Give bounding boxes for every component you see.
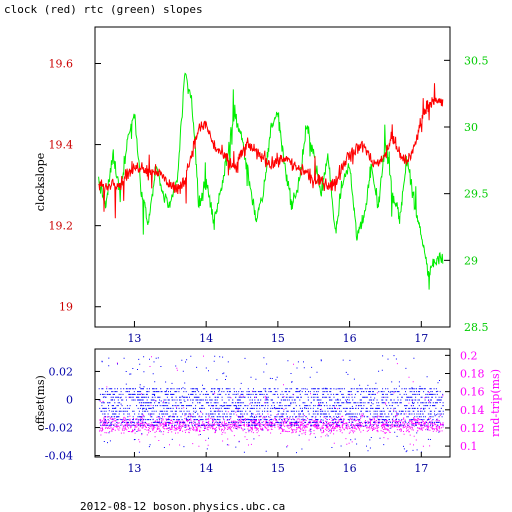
clock-tick-label: 19.6 xyxy=(49,57,74,70)
offset-tick-label: 0.02 xyxy=(49,365,74,378)
offset-xtick-label: 16 xyxy=(343,462,357,475)
offset-xtick-label: 15 xyxy=(271,462,285,475)
roundtrip-ylabel: rnd-trip(ms) xyxy=(489,369,502,437)
slopes-xtick-label: 15 xyxy=(271,332,285,345)
clock-slope-line xyxy=(98,83,444,219)
slopes-frame xyxy=(94,26,451,328)
rtc-tick-label: 30.5 xyxy=(464,54,489,67)
roundtrip-tick-label: 0.16 xyxy=(460,386,485,399)
slopes-xtick-label: 13 xyxy=(127,332,141,345)
offset-xtick-label: 17 xyxy=(414,462,428,475)
offset-xtick-label: 13 xyxy=(127,462,141,475)
roundtrip-tick-label: 0.18 xyxy=(460,368,485,381)
offset-series xyxy=(98,355,444,454)
slopes-ylabel: clockslope xyxy=(34,153,47,211)
offset-tick-label: -0.02 xyxy=(45,422,73,435)
offset-panel: 13 14 15 16 17 -0.04 -0.02 0 0.02 0.1 0.12 0.14 0.16… xyxy=(34,348,502,475)
clock-tick-label: 19.2 xyxy=(49,220,74,233)
slopes-axes: 13 14 15 16 17 19 19.2 19.4 19.6 28.5 29 29.5 30 30.5 xyxy=(49,54,489,345)
clock-tick-label: 19.4 xyxy=(49,139,74,152)
rtc-tick-label: 28.5 xyxy=(464,321,489,334)
roundtrip-tick-label: 0.2 xyxy=(460,349,478,362)
slopes-xtick-label: 17 xyxy=(414,332,428,345)
chart-title: clock (red) rtc (green) slopes xyxy=(4,3,203,16)
roundtrip-tick-label: 0.1 xyxy=(460,440,478,453)
offset-axes: 13 14 15 16 17 -0.04 -0.02 0 0.02 0.1 0.12 0.14 0.16… xyxy=(45,349,485,475)
slopes-panel: 13 14 15 16 17 19 19.2 19.4 19.6 28.5 29 29.5 30 30.5… xyxy=(34,26,489,345)
rtc-slope-line xyxy=(98,72,444,290)
slopes-xtick-label: 16 xyxy=(343,332,357,345)
roundtrip-points xyxy=(99,355,444,447)
offset-frame xyxy=(94,348,451,458)
slopes-xtick-label: 14 xyxy=(199,332,213,345)
offset-ylabel: offset(ms) xyxy=(34,375,47,431)
offset-xtick-label: 14 xyxy=(199,462,213,475)
roundtrip-tick-label: 0.12 xyxy=(460,422,485,435)
roundtrip-tick-label: 0.14 xyxy=(460,404,485,417)
rtc-tick-label: 29.5 xyxy=(464,188,489,201)
offset-tick-label: -0.04 xyxy=(45,450,73,463)
offset-tick-label: 0 xyxy=(66,393,73,406)
footer-host: 2012-08-12 boson.physics.ubc.ca xyxy=(80,500,285,512)
offset-points xyxy=(98,355,444,454)
slope-series xyxy=(98,72,444,290)
rtc-tick-label: 30 xyxy=(464,121,478,134)
rtc-tick-label: 29 xyxy=(464,254,478,267)
clock-tick-label: 19 xyxy=(59,301,73,314)
